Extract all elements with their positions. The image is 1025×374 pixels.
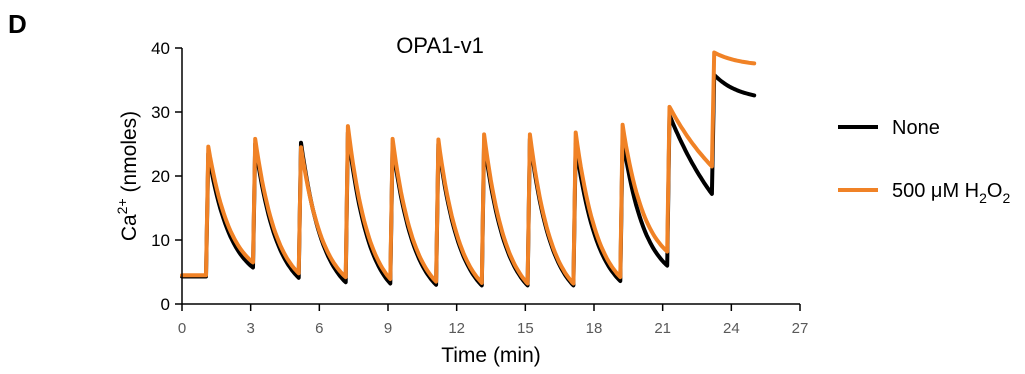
y-tick-label: 30 <box>151 103 170 122</box>
x-tick-label: 21 <box>654 320 671 337</box>
series-line-h2o2 <box>180 50 757 286</box>
y-tick-label: 0 <box>161 295 170 314</box>
x-tick-label: 27 <box>792 320 809 337</box>
x-tick-label: 6 <box>315 320 323 337</box>
x-axis-label: Time (min) <box>441 344 541 367</box>
x-tick-label: 24 <box>723 320 740 337</box>
legend-label-h2o2: 500 μM H2O2 <box>892 180 1010 206</box>
legend-item-none: None <box>838 117 940 139</box>
plot-area: 0 10 20 30 40 0 3 6 9 12 15 18 21 24 27 <box>151 39 808 337</box>
y-tick-label: 40 <box>151 39 170 58</box>
panel-label: D <box>8 9 27 39</box>
x-tick-label: 12 <box>448 320 465 337</box>
x-tick-label: 9 <box>384 320 392 337</box>
x-tick-label: 15 <box>517 320 534 337</box>
x-ticks: 0 3 6 9 12 15 18 21 24 27 <box>178 304 809 337</box>
legend: None 500 μM H2O2 <box>838 117 1010 206</box>
x-tick-label: 18 <box>586 320 603 337</box>
x-tick-label: 0 <box>178 320 186 337</box>
y-ticks: 0 10 20 30 40 <box>151 39 182 314</box>
y-axis-label: Ca2+ (nmoles) <box>114 111 141 241</box>
series-layer <box>180 50 757 288</box>
legend-label-none: None <box>892 117 940 139</box>
y-tick-label: 20 <box>151 167 170 186</box>
x-tick-label: 3 <box>246 320 254 337</box>
chart-title: OPA1-v1 <box>396 33 484 58</box>
y-tick-label: 10 <box>151 231 170 250</box>
legend-item-h2o2: 500 μM H2O2 <box>838 180 1010 206</box>
